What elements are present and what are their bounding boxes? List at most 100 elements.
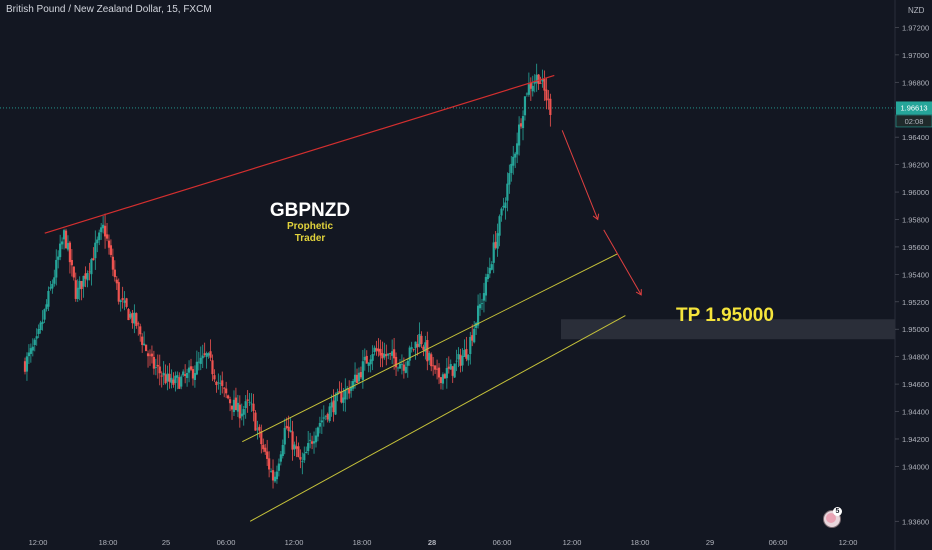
forecast-segment xyxy=(603,229,642,296)
candle-body xyxy=(121,298,124,301)
candle-body xyxy=(310,441,314,444)
candle-body xyxy=(96,239,99,244)
forecast-segment xyxy=(561,130,599,220)
time-tick-label: 28 xyxy=(428,538,436,547)
candle-body xyxy=(430,354,433,367)
channel-lower-line[interactable] xyxy=(249,315,626,522)
candle-body xyxy=(146,353,150,357)
price-tick-label: 1.95400 xyxy=(902,270,929,279)
candle-body xyxy=(316,427,320,437)
price-tick-label: 1.94000 xyxy=(902,462,929,471)
candle-body xyxy=(309,439,312,441)
candle-body xyxy=(172,379,175,385)
candle-body xyxy=(365,355,368,364)
candle-body xyxy=(285,425,288,428)
candle-body xyxy=(416,343,419,348)
candle-body xyxy=(102,224,105,229)
candle-body xyxy=(117,282,120,302)
candle-body xyxy=(521,116,525,129)
candle-body xyxy=(541,79,544,82)
candle-body xyxy=(312,441,316,444)
candle-body xyxy=(301,461,304,463)
candle-body xyxy=(318,422,321,427)
candle-body xyxy=(377,348,380,352)
candle-body xyxy=(264,447,267,452)
candle-body xyxy=(486,274,489,280)
candle-body xyxy=(437,367,441,378)
candle-body xyxy=(445,368,448,379)
candle-body xyxy=(340,391,343,403)
current-price-value: 1.96613 xyxy=(900,103,927,112)
candle-body xyxy=(154,367,157,368)
countdown-tag xyxy=(895,114,932,128)
candle-body xyxy=(305,451,308,454)
candle-body xyxy=(351,381,355,389)
candle-body xyxy=(221,380,224,386)
candle-body xyxy=(283,427,286,445)
upper-trendline[interactable] xyxy=(44,74,555,234)
time-tick-label: 18:00 xyxy=(353,538,372,547)
candle-body xyxy=(391,351,394,356)
candle-body xyxy=(131,312,134,324)
time-tick-label: 18:00 xyxy=(631,538,650,547)
candle-body xyxy=(512,156,515,166)
candle-body xyxy=(514,153,517,158)
candle-body xyxy=(344,389,347,400)
time-tick-label: 18:00 xyxy=(99,538,118,547)
countdown-value: 02:08 xyxy=(905,117,924,126)
price-tick-label: 1.94800 xyxy=(902,353,929,362)
candle-body xyxy=(525,93,529,95)
candle-body xyxy=(545,89,548,101)
candle-body xyxy=(457,353,460,360)
candle-body xyxy=(353,374,357,382)
candle-body xyxy=(201,355,204,359)
candle-body xyxy=(369,359,372,365)
candle-body xyxy=(303,453,306,461)
candle-body xyxy=(25,356,29,372)
candle-body xyxy=(420,335,423,345)
candle-body xyxy=(373,347,376,353)
candle-body xyxy=(170,377,173,384)
price-tick-label: 1.97200 xyxy=(902,23,929,32)
price-tick-label: 1.94600 xyxy=(902,380,929,389)
candle-body xyxy=(51,283,54,289)
candle-body xyxy=(174,375,177,384)
candle-body xyxy=(88,271,91,273)
candle-body xyxy=(258,426,261,431)
candle-body xyxy=(394,356,398,368)
candle-body xyxy=(535,74,538,83)
candle-body xyxy=(371,354,374,361)
candle-body xyxy=(379,348,382,356)
candle-body xyxy=(62,230,66,240)
candle-body xyxy=(363,356,366,361)
candle-body xyxy=(74,280,77,299)
candle-body xyxy=(510,163,513,174)
time-tick-label: 25 xyxy=(162,538,170,547)
channel-upper-line[interactable] xyxy=(242,253,618,443)
candle-body xyxy=(217,382,220,384)
candle-body xyxy=(338,391,341,393)
candle-body xyxy=(199,357,202,364)
candle-body xyxy=(463,349,466,357)
candle-body xyxy=(57,256,60,260)
candle-body xyxy=(447,366,450,369)
candle-body xyxy=(228,399,232,404)
candle-body xyxy=(127,309,130,321)
candle-body xyxy=(432,365,435,367)
candle-body xyxy=(426,340,429,362)
time-tick-label: 12:00 xyxy=(29,538,48,547)
candle-body xyxy=(350,386,353,391)
candle-body xyxy=(324,415,327,417)
forecast-arrowhead xyxy=(592,213,600,221)
candle-body xyxy=(150,353,154,357)
candle-body xyxy=(383,353,386,358)
candle-body xyxy=(289,430,292,433)
candle-body xyxy=(211,360,214,375)
candle-body xyxy=(160,375,163,377)
candle-body xyxy=(143,343,146,346)
candle-body xyxy=(506,183,509,201)
candle-body xyxy=(262,444,265,450)
candle-body xyxy=(27,352,31,357)
time-tick-label: 06:00 xyxy=(217,538,236,547)
